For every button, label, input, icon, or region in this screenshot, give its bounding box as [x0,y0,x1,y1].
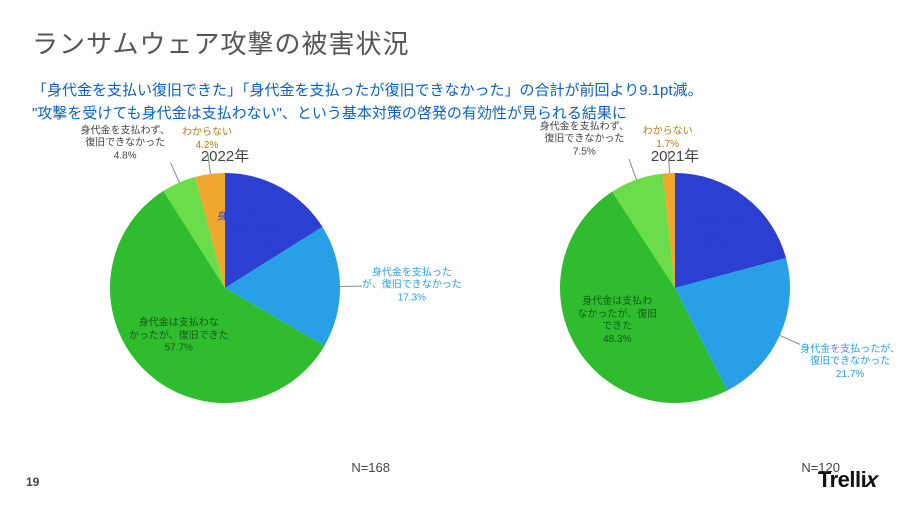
brand-logo: Trellix [818,467,878,493]
chart-panel-2022: 2022年 身代金を支払い、 復旧できた 16.1%身代金を支払った が、復旧で… [0,145,450,475]
sample-size-2022: N=168 [351,460,390,475]
chart-panel-2021: 2021年 身代金を支払 い、復旧できた 20.8%身代金を支払ったが、 復旧で… [450,145,900,475]
charts-area: 2022年 身代金を支払い、 復旧できた 16.1%身代金を支払った が、復旧で… [0,145,900,475]
slice-label-not_paid_not_recov: 身代金を支払わず、 復旧できなかった 4.8% [81,125,170,163]
subtitle: 「身代金を支払い復旧できた」「身代金を支払ったが復旧できなかった」の合計が前回よ… [32,80,703,125]
slice-label-paid_not_recovered: 身代金を支払った が、復旧できなかった 17.3% [362,267,462,305]
slice-label-not_paid_not_recov: 身代金を支払わず、 復旧できなかった 7.5% [540,121,629,159]
slice-label-paid_not_recovered: 身代金を支払ったが、 復旧できなかった 21.7% [800,344,900,382]
pie-chart-2022: 身代金を支払い、 復旧できた 16.1%身代金を支払った が、復旧できなかった … [110,173,340,403]
pie-chart-2021: 身代金を支払 い、復旧できた 20.8%身代金を支払ったが、 復旧できなかった … [560,173,790,403]
year-label-2021: 2021年 [651,145,699,166]
year-label-2022: 2022年 [201,145,249,166]
subtitle-line1: 「身代金を支払い復旧できた」「身代金を支払ったが復旧できなかった」の合計が前回よ… [32,80,703,103]
page-title: ランサムウェア攻撃の被害状況 [32,24,409,61]
page-number: 19 [26,475,39,489]
subtitle-line2: "攻撃を受けても身代金は支払わない"、という基本対策の啓発の有効性が見られる結果… [32,103,703,126]
